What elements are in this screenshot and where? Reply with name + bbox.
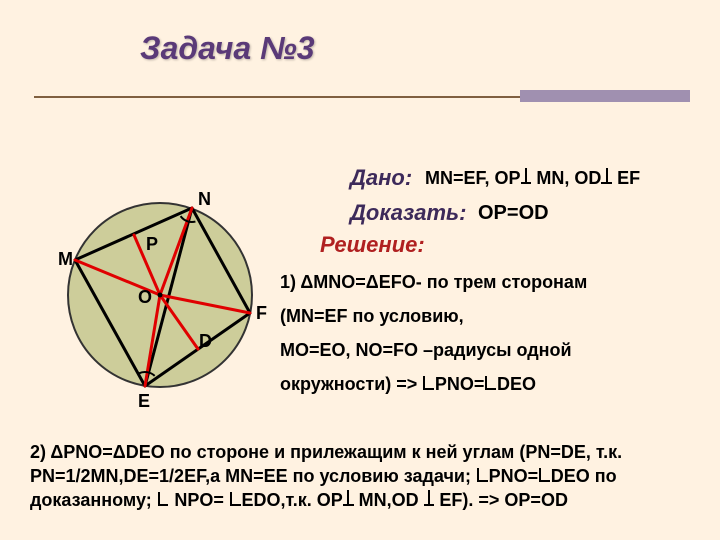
perp-icon [343,489,354,507]
svg-text:P: P [146,234,158,254]
step1-line2: (MN=EF по условию, [280,299,587,333]
perp-icon [521,167,532,185]
given-text-a: MN=EF, OP [425,168,521,188]
step1-l4c: DEO [497,374,536,394]
step1-line4: окружности) => PNO= DEO [280,367,587,401]
slide: Задача №3 Дано: MN=EF, OP MN, OD EF Дока… [0,0,720,540]
angle-icon [157,491,170,507]
step1-l4a: окружности) => [280,374,417,394]
geometry-diagram: O M N E F P D [40,175,280,415]
solution-label: Решение: [320,232,425,258]
divider-accent [520,90,690,102]
step2-l3a: доказанному; [30,490,152,510]
step2-l2c: DEO по [551,466,617,486]
step2-l3c: EDO,т.к. OP [242,490,343,510]
prove-text: OP=OD [478,202,549,225]
svg-text:F: F [256,303,267,323]
svg-text:N: N [198,189,211,209]
perp-icon [424,489,435,507]
angle-icon [538,467,551,483]
step2-line2: PN=1/2MN,DE=1/2EF,а MN=EE по условию зад… [30,464,700,488]
step2-l2a: PN=1/2MN,DE=1/2EF,а MN=EE по условию зад… [30,466,471,486]
given-label: Дано: [350,165,412,191]
step1-block: 1) ΔMNO=ΔEFO- по трем сторонам (MN=EF по… [280,265,587,401]
svg-text:E: E [138,391,150,411]
step2-block: 2) ΔPNO=ΔDEO по стороне и прилежащим к н… [30,440,700,512]
step2-l3e: EF). => OP=OD [439,490,568,510]
svg-text:M: M [58,249,73,269]
given-text-c: EF [617,168,640,188]
step2-l3b: NPO= [174,490,224,510]
given-text-b: MN, OD [536,168,601,188]
step2-l3d: MN,OD [359,490,419,510]
svg-text:O: O [138,287,152,307]
given-text: MN=EF, OP MN, OD EF [425,167,640,189]
step2-line1: 2) ΔPNO=ΔDEO по стороне и прилежащим к н… [30,440,700,464]
prove-label: Доказать: [350,200,466,226]
step2-l2b: PNO= [489,466,539,486]
step1-l4b: PNO= [435,374,485,394]
perp-icon [601,167,612,185]
step1-line1: 1) ΔMNO=ΔEFO- по трем сторонам [280,265,587,299]
angle-icon [229,491,242,507]
problem-title: Задача №3 [140,30,315,67]
step2-line3: доказанному; NPO= EDO,т.к. OP MN,OD EF).… [30,488,700,512]
angle-icon [476,467,489,483]
step1-line3: MO=EO, NO=FO –радиусы одной [280,333,587,367]
angle-icon [484,375,497,391]
angle-icon [422,375,435,391]
svg-text:D: D [199,331,212,351]
